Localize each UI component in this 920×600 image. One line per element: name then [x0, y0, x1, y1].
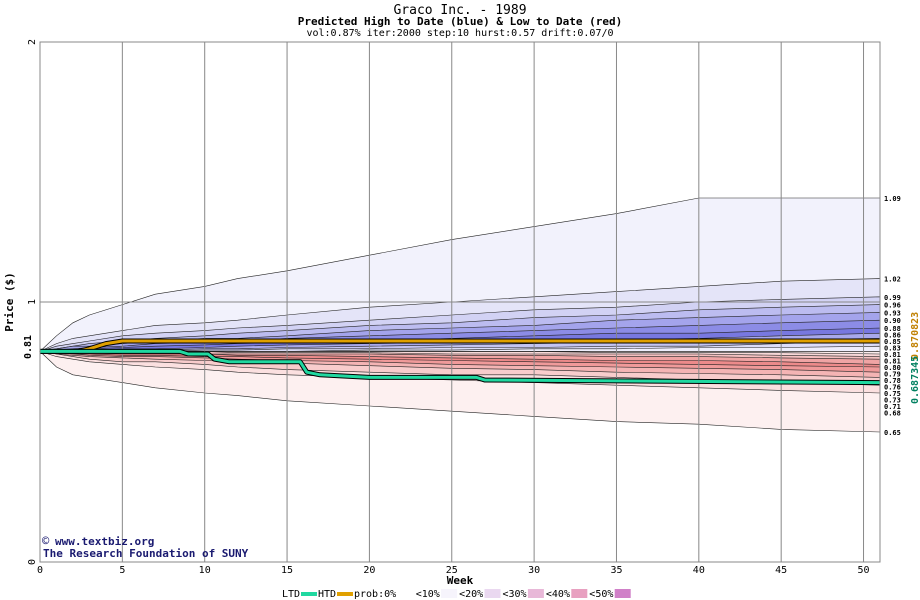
credits-site: www.textbiz.org — [55, 535, 154, 548]
ltd-line — [40, 349, 881, 385]
chart-params: vol:0.87% iter:2000 step:10 hurst:0.57 d… — [306, 28, 613, 39]
legend-item-swatch-5 — [614, 589, 631, 598]
legend-item-label-5: <50% — [589, 589, 613, 600]
band-label-4: 0.93 — [884, 309, 901, 317]
right-value-htd-final: 0.870823 — [910, 312, 920, 360]
band-label-9: 0.83 — [884, 345, 901, 353]
band-label-8: 0.85 — [884, 338, 901, 346]
x-tick-label-0: 0 — [37, 565, 43, 576]
legend-prob-items: prob:0% <10% <20% <30% <40% <50% — [354, 589, 631, 600]
band-label-2: 0.99 — [884, 294, 901, 302]
series-lines — [40, 338, 881, 386]
x-tick-label-9: 45 — [775, 565, 787, 576]
start-price-label: 0.81 — [23, 335, 34, 359]
band-label-17: 0.73 — [884, 397, 901, 405]
x-tick-label-5: 25 — [446, 565, 458, 576]
x-tick-label-10: 50 — [858, 565, 870, 576]
legend-ltd-label: LTD — [282, 589, 300, 600]
x-tick-label-6: 30 — [528, 565, 540, 576]
x-tick-label-1: 5 — [119, 565, 125, 576]
legend-item-swatch-0 — [397, 589, 414, 598]
y-tick-label-2: 2 — [27, 39, 38, 45]
x-axis-label: Week — [447, 574, 474, 587]
band-label-18: 0.71 — [884, 403, 901, 411]
x-tick-label-2: 10 — [199, 565, 211, 576]
legend-item-label-2: <20% — [459, 589, 483, 600]
x-tick-label-7: 35 — [610, 565, 622, 576]
legend-item-label-3: <30% — [503, 589, 527, 600]
band-label-16: 0.75 — [884, 390, 901, 398]
chart-title: Graco Inc. - 1989 — [393, 3, 526, 18]
band-label-10: 0.81 — [884, 351, 901, 359]
copyright-symbol: © — [42, 534, 50, 548]
band-label-3: 0.96 — [884, 302, 901, 310]
band-label-13: 0.79 — [884, 371, 901, 379]
x-tick-label-8: 40 — [693, 565, 705, 576]
y-tick-label-1: 1 — [27, 299, 38, 305]
grid-lines — [40, 42, 880, 562]
legend-htd-label: HTD — [318, 589, 336, 600]
legend-item-swatch-3 — [527, 589, 544, 598]
band-label-1: 1.02 — [884, 276, 901, 284]
band-label-6: 0.88 — [884, 325, 901, 333]
chart-subtitle: Predicted High to Date (blue) & Low to D… — [298, 15, 623, 28]
band-label-5: 0.90 — [884, 317, 901, 325]
probability-bands — [39, 197, 881, 433]
right-value-ltd-final: 0.687345 — [910, 356, 920, 404]
y-tick-labels: 0 1 2 — [27, 39, 38, 565]
y-tick-label-0: 0 — [27, 559, 38, 565]
band-labels: 1.09 1.02 0.990.960.930.900.880.860.850.83… — [884, 195, 901, 437]
band-label-19: 0.68 — [884, 410, 901, 418]
plot-frame — [39, 41, 881, 563]
band-label-11: 0.81 — [884, 358, 901, 366]
x-tick-label-3: 15 — [281, 565, 293, 576]
legend-htd-swatch — [337, 592, 353, 596]
legend-item-label-1: <10% — [416, 589, 440, 600]
legend-item-swatch-2 — [484, 589, 501, 598]
legend-item-label-4: <40% — [546, 589, 570, 600]
band-label-20: 0.65 — [884, 429, 901, 437]
band-label-0: 1.09 — [884, 195, 901, 203]
legend-ltd-swatch — [301, 592, 317, 596]
x-tick-label-4: 20 — [363, 565, 375, 576]
band-label-14: 0.78 — [884, 377, 901, 385]
x-tick-labels: 0 5 10 15 20 25 30 35 40 45 50 — [37, 565, 870, 576]
band-label-15: 0.76 — [884, 384, 901, 392]
credits-org: The Research Foundation of SUNY — [43, 547, 249, 560]
band-label-7: 0.86 — [884, 332, 901, 340]
y-axis-label: Price ($) — [3, 272, 16, 332]
legend-item-swatch-4 — [571, 589, 588, 598]
legend-item-swatch-1 — [441, 589, 458, 598]
legend: LTD HTD prob:0% <10% <20% <30% <40% <50% — [282, 589, 631, 600]
band-label-12: 0.80 — [884, 364, 901, 372]
legend-item-label-0: prob:0% — [354, 589, 396, 600]
